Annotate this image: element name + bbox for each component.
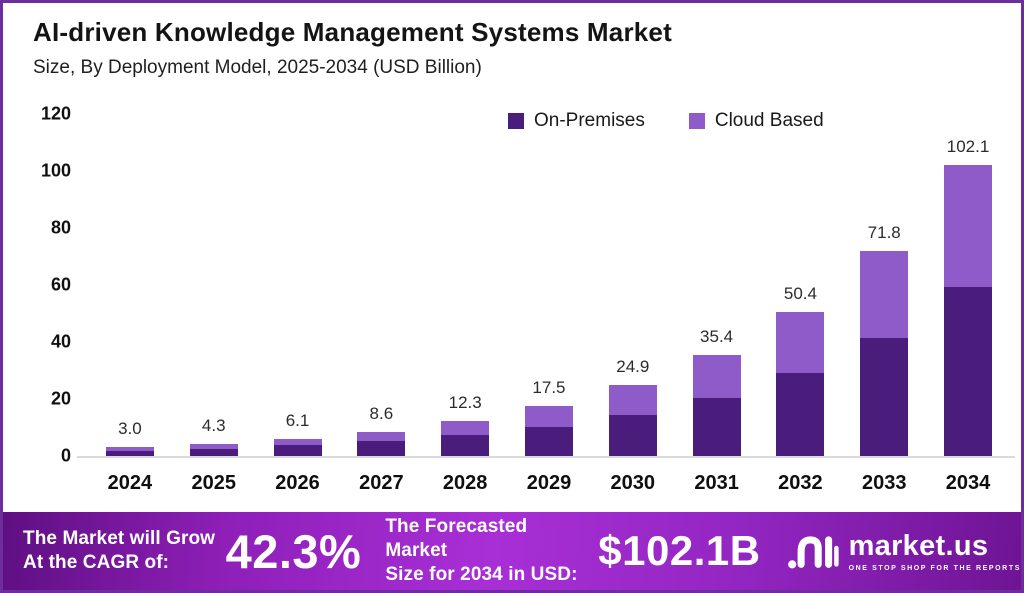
bar-value-label: 8.6	[369, 403, 394, 423]
bar-slot-2025: 4.3	[172, 114, 256, 456]
legend-item-on-premises: On-Premises	[508, 110, 645, 132]
bar-segment-cloud-based	[441, 420, 490, 436]
bar-segment-cloud-based	[105, 447, 154, 451]
bar-slot-2031: 35.4	[675, 114, 759, 456]
bar-segment-cloud-based	[860, 251, 909, 339]
legend-item-cloud-based: Cloud Based	[688, 110, 824, 132]
marketus-logo-icon	[787, 536, 839, 569]
bar-segment-on-premises	[105, 450, 154, 456]
stacked-bar-2026	[273, 438, 322, 456]
stacked-bar-2028	[441, 420, 490, 456]
bar-slot-2032: 50.4	[759, 114, 843, 456]
bar-segment-on-premises	[441, 435, 490, 456]
stacked-bar-2025	[189, 443, 238, 456]
brand-tagline: ONE STOP SHOP FOR THE REPORTS	[848, 565, 1021, 572]
y-tick-label: 80	[50, 217, 71, 238]
footer-banner: The Market will Grow At the CAGR of: 42.…	[3, 512, 1021, 590]
bar-segment-on-premises	[776, 373, 825, 456]
y-axis: 0 20 40 60 80 100 120	[3, 3, 71, 590]
bar-slot-2027: 8.6	[339, 114, 423, 456]
bar-value-label: 4.3	[201, 415, 226, 435]
bar-slot-2026: 6.1	[256, 114, 340, 456]
brand-text: market.us ONE STOP SHOP FOR THE REPORTS	[849, 530, 1021, 572]
legend-label: Cloud Based	[714, 110, 824, 131]
x-tick-label-2032: 2032	[778, 472, 823, 494]
bar-segment-on-premises	[944, 287, 993, 456]
bar-value-label: 17.5	[532, 378, 566, 398]
bar-segment-on-premises	[608, 414, 657, 456]
page-subtitle: Size, By Deployment Model, 2025-2034 (US…	[33, 57, 482, 78]
stacked-bar-2029	[524, 406, 573, 456]
x-tick-label-2024: 2024	[107, 472, 153, 494]
bar-value-label: 24.9	[616, 357, 650, 377]
legend-swatch-icon	[688, 113, 705, 129]
bar-slot-2034: 102.1	[926, 114, 1010, 456]
bar-segment-cloud-based	[273, 438, 322, 446]
x-tick-label-2030: 2030	[610, 472, 656, 494]
x-tick-label-2027: 2027	[359, 472, 404, 494]
bar-slot-2033: 71.8	[842, 114, 926, 456]
bar-segment-cloud-based	[524, 406, 573, 427]
bar-segment-on-premises	[524, 426, 573, 456]
legend-swatch-icon	[508, 113, 524, 129]
bar-value-label: 71.8	[867, 223, 901, 243]
cagr-value: 42.3%	[225, 524, 362, 578]
x-axis: 2024 2025 2026 2027 2028 2029 2030 2031 2032 2033…	[88, 472, 1010, 495]
forecast-label: The Forecasted Market Size for 2034 in U…	[385, 515, 578, 586]
stacked-bar-2027	[357, 431, 406, 456]
y-tick-label: 40	[50, 331, 71, 352]
x-tick-label-2033: 2033	[861, 472, 907, 494]
x-tick-label-2034: 2034	[945, 472, 991, 494]
bar-slot-2029: 17.5	[507, 114, 591, 456]
bar-value-label: 102.1	[946, 137, 990, 157]
plot-area: 3.0 4.3 6.1 8.6 12.3 17.5 24.9 35.4 50.4 71.8 102.…	[88, 114, 1010, 456]
bar-value-label: 35.4	[700, 327, 734, 347]
bar-segment-cloud-based	[189, 443, 238, 449]
bar-segment-cloud-based	[776, 312, 825, 374]
legend-label: On-Premises	[534, 110, 645, 131]
x-axis-line	[77, 456, 1015, 458]
y-tick-label: 100	[40, 160, 71, 181]
x-tick-label-2025: 2025	[191, 472, 236, 494]
bar-segment-cloud-based	[692, 355, 741, 398]
bar-value-label: 6.1	[285, 410, 310, 430]
bar-slot-2024: 3.0	[88, 114, 172, 456]
bar-segment-cloud-based	[357, 431, 406, 442]
brand-logo: market.us ONE STOP SHOP FOR THE REPORTS	[787, 528, 1021, 574]
stacked-bar-2024	[105, 447, 154, 456]
stacked-bar-2031	[692, 355, 741, 456]
x-tick-label-2028: 2028	[442, 472, 488, 494]
bar-segment-on-premises	[273, 445, 322, 456]
bar-slot-2028: 12.3	[423, 114, 507, 456]
bar-segment-on-premises	[692, 397, 741, 456]
y-tick-label: 120	[40, 103, 71, 124]
stacked-bar-2030	[608, 385, 657, 456]
bar-segment-cloud-based	[944, 165, 993, 287]
x-tick-label-2029: 2029	[526, 472, 572, 494]
y-tick-label: 60	[50, 274, 71, 295]
stacked-bar-2034	[944, 165, 993, 456]
y-tick-label: 0	[60, 445, 71, 466]
bar-segment-on-premises	[860, 338, 909, 456]
bar-slot-2030: 24.9	[591, 114, 675, 456]
x-tick-label-2026: 2026	[275, 472, 320, 494]
bar-value-label: 3.0	[118, 419, 142, 439]
cagr-label: The Market will Grow At the CAGR of:	[23, 527, 216, 573]
forecast-value: $102.1B	[598, 527, 761, 574]
stacked-bar-2033	[860, 251, 909, 456]
x-tick-label-2031: 2031	[694, 472, 739, 494]
brand-name: market.us	[848, 530, 989, 562]
bar-value-label: 12.3	[448, 392, 482, 412]
bar-segment-cloud-based	[608, 385, 657, 415]
y-tick-label: 20	[50, 388, 71, 409]
stacked-bar-2032	[776, 312, 825, 456]
page-title: AI-driven Knowledge Management Systems M…	[33, 17, 672, 47]
legend: On-Premises Cloud Based	[508, 110, 824, 132]
bar-value-label: 50.4	[783, 284, 817, 304]
bar-segment-on-premises	[357, 441, 406, 456]
bar-segment-on-premises	[189, 448, 238, 456]
